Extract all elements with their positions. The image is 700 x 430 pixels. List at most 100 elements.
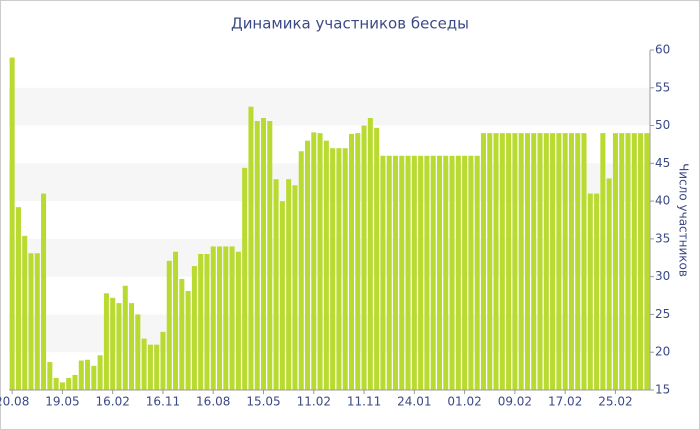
- x-tick-label: 19.05: [45, 395, 79, 409]
- y-tick-label: 60: [655, 43, 670, 57]
- bar: [160, 331, 166, 390]
- bar: [217, 246, 223, 390]
- bar: [198, 254, 204, 390]
- bar: [474, 155, 480, 390]
- bar: [619, 133, 625, 390]
- y-tick-label: 25: [655, 307, 670, 321]
- bar: [97, 355, 103, 390]
- y-tick-label: 55: [655, 80, 670, 94]
- bar: [468, 155, 474, 390]
- bar: [103, 293, 109, 390]
- chart-title: Динамика участников беседы: [231, 15, 469, 33]
- bar: [374, 127, 380, 391]
- bar: [204, 254, 210, 390]
- bar: [443, 155, 449, 390]
- bar: [116, 303, 122, 390]
- bar: [317, 133, 323, 390]
- x-tick-label: 09.02: [498, 395, 532, 409]
- bar: [34, 253, 40, 390]
- bar: [279, 201, 285, 390]
- bar: [348, 133, 355, 390]
- bar: [85, 359, 91, 390]
- bar: [129, 303, 135, 390]
- x-tick-label: 20.08: [0, 395, 29, 409]
- bar: [380, 155, 386, 390]
- bar: [47, 362, 53, 390]
- bar: [600, 133, 606, 390]
- bar: [625, 133, 631, 390]
- bar: [141, 338, 147, 390]
- bar: [330, 148, 336, 390]
- x-tick-label: 16.02: [96, 395, 130, 409]
- bar: [386, 155, 392, 390]
- bar: [399, 155, 405, 390]
- bar: [550, 133, 556, 390]
- x-tick-label: 25.02: [598, 395, 632, 409]
- bar: [229, 246, 235, 390]
- bar: [72, 374, 78, 390]
- x-tick-label: 16.08: [196, 395, 230, 409]
- bar: [575, 133, 581, 390]
- bar: [424, 155, 430, 390]
- bar: [273, 179, 279, 390]
- bar: [562, 133, 568, 390]
- bar: [537, 133, 543, 390]
- bar: [581, 133, 587, 390]
- x-tick-label: 01.02: [447, 395, 481, 409]
- bar: [355, 133, 361, 390]
- x-tick-label: 24.01: [397, 395, 431, 409]
- bar: [411, 155, 417, 390]
- y-tick-label: 30: [655, 269, 670, 283]
- bar: [28, 253, 34, 390]
- bar: [147, 344, 153, 390]
- y-tick-label: 40: [655, 194, 670, 208]
- y-tick-label: 35: [655, 231, 670, 245]
- bar: [66, 377, 72, 390]
- bar: [493, 133, 499, 390]
- bar: [191, 266, 197, 390]
- bar: [506, 133, 512, 390]
- x-tick-label: 17.02: [548, 395, 582, 409]
- bar: [261, 118, 267, 390]
- bar: [185, 291, 191, 390]
- bar: [512, 133, 518, 390]
- bar: [210, 246, 216, 390]
- bar: [248, 106, 254, 391]
- bar: [342, 148, 348, 390]
- x-tick-label: 11.02: [297, 395, 331, 409]
- bar: [235, 251, 241, 390]
- bar: [487, 133, 493, 390]
- bar: [53, 377, 59, 390]
- x-tick-label: 16.11: [146, 395, 180, 409]
- bar: [78, 360, 84, 390]
- bar: [22, 235, 28, 390]
- bar: [323, 140, 329, 390]
- bar: [418, 155, 424, 390]
- bar: [392, 155, 398, 390]
- y-axis-label: Число участников: [677, 163, 691, 277]
- x-tick-label: 15.05: [246, 395, 280, 409]
- bar: [644, 133, 650, 390]
- bar: [223, 246, 229, 390]
- bar: [298, 151, 304, 390]
- bar: [518, 133, 524, 390]
- bar: [9, 57, 15, 391]
- bar: [336, 148, 342, 390]
- bar: [430, 155, 436, 390]
- bar: [638, 133, 644, 390]
- bar: [254, 121, 260, 391]
- y-tick-label: 20: [655, 345, 670, 359]
- bar: [405, 155, 411, 390]
- bar: [631, 133, 637, 390]
- bar: [267, 121, 273, 391]
- bar: [179, 278, 185, 390]
- bar: [15, 207, 21, 390]
- bar: [449, 155, 455, 390]
- grid-band: [9, 87, 650, 126]
- bar: [455, 155, 461, 390]
- bar: [59, 382, 65, 390]
- bar: [462, 155, 468, 390]
- y-tick-label: 15: [655, 383, 670, 397]
- bar: [480, 133, 486, 390]
- bar: [242, 167, 248, 390]
